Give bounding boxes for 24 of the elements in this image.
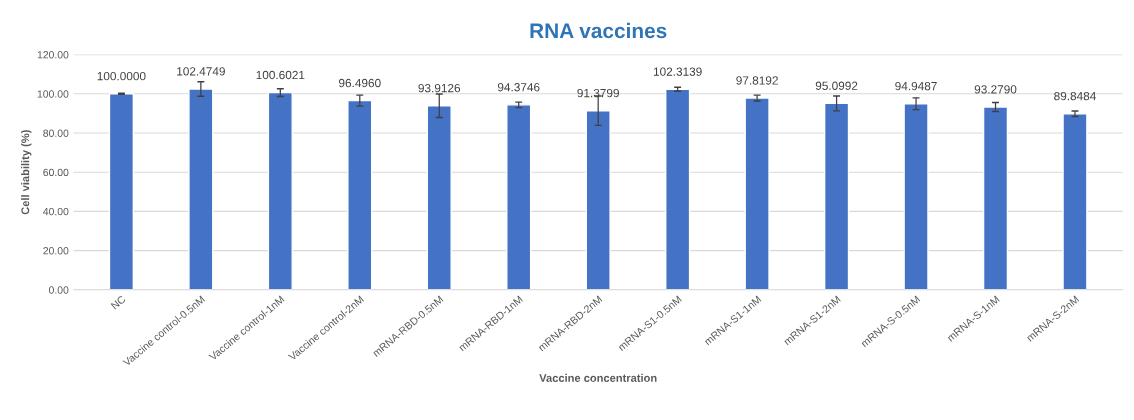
data-label: 94.9487	[895, 81, 937, 91]
data-label: 95.0992	[815, 81, 858, 90]
y-tick-label: 0.00	[48, 286, 69, 294]
y-tick-label: 20.00	[43, 247, 69, 255]
y-tick-label: 80.00	[43, 129, 69, 137]
y-tick-label: 100.00	[37, 90, 69, 98]
data-label: 96.4960	[339, 78, 381, 88]
x-axis-title: Vaccine concentration	[539, 373, 657, 382]
data-label: 94.3746	[497, 83, 540, 92]
data-label: 100.0000	[97, 72, 146, 81]
chart-title: RNA vaccines	[530, 22, 667, 39]
data-label: 102.3139	[653, 67, 702, 76]
data-label: 93.9126	[418, 83, 461, 93]
y-axis-title: Cell viability (%)	[21, 130, 32, 215]
data-label: 100.6021	[256, 70, 305, 80]
x-tick-label: NC	[110, 295, 126, 310]
y-tick-label: 40.00	[43, 207, 69, 216]
data-label: 89.8484	[1054, 91, 1096, 101]
data-label: 93.2790	[974, 85, 1017, 94]
data-label: 102.4749	[177, 67, 225, 76]
data-label: 97.8192	[736, 76, 778, 85]
y-tick-label: 60.00	[43, 168, 69, 177]
y-tick-label: 120.00	[37, 51, 69, 59]
data-label: 91.3799	[577, 88, 619, 98]
